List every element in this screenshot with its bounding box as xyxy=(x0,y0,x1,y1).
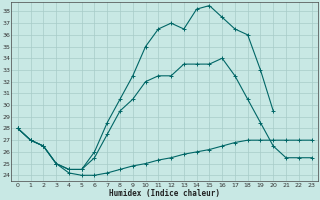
X-axis label: Humidex (Indice chaleur): Humidex (Indice chaleur) xyxy=(109,189,220,198)
